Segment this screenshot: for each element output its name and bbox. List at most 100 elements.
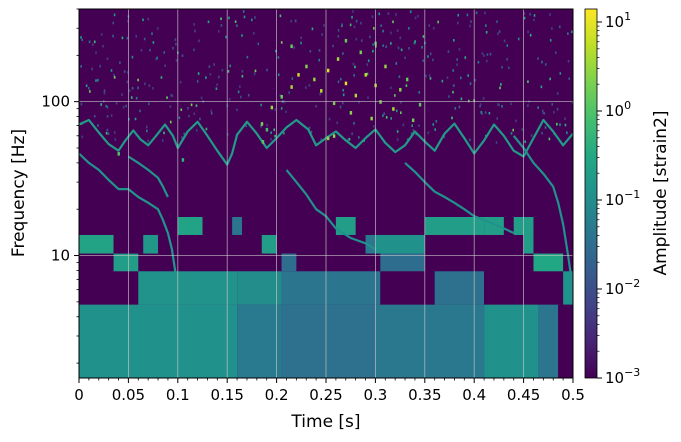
spectrogram-hotspot [349, 111, 353, 115]
speckle-pixel [417, 14, 419, 18]
speckle-pixel [488, 111, 491, 115]
speckle-pixel [254, 16, 256, 19]
speckle-pixel [127, 71, 129, 74]
spectrogram-hotspot [117, 152, 120, 156]
y-axis-title: Frequency [Hz] [9, 129, 29, 257]
speckle-pixel [385, 116, 388, 119]
speckle-pixel [123, 70, 126, 73]
speckle-pixel [485, 24, 487, 27]
speckle-pixel [544, 63, 547, 66]
speckle-pixel [100, 103, 103, 106]
spectrogram-tile [177, 216, 203, 235]
spectrogram-hotspot [406, 77, 409, 82]
speckle-pixel [446, 76, 449, 79]
speckle-pixel [360, 21, 362, 25]
speckle-pixel [558, 25, 561, 29]
speckle-pixel [507, 66, 510, 70]
speckle-pixel [404, 56, 406, 60]
x-tick-label: 0.15 [210, 386, 243, 404]
speckle-pixel [500, 83, 502, 86]
speckle-pixel [166, 96, 168, 99]
spectrogram-ridges [79, 118, 573, 290]
speckle-pixel [469, 82, 472, 85]
spectrogram-ridge [127, 155, 169, 198]
speckle-pixel [395, 109, 398, 113]
speckle-pixel [234, 20, 237, 23]
speckle-pixel [373, 27, 375, 30]
x-tick-label: 0.05 [112, 386, 145, 404]
speckle-pixel [481, 52, 484, 55]
speckle-pixel [242, 10, 245, 13]
speckle-pixel [460, 97, 463, 101]
spectrogram-tile [335, 216, 356, 235]
speckle-pixel [319, 92, 321, 96]
speckle-pixel [119, 61, 121, 64]
speckle-pixel [140, 48, 143, 52]
speckle-pixel [304, 86, 307, 89]
speckle-pixel [456, 58, 458, 61]
speckle-pixel [367, 96, 369, 100]
speckle-pixel [80, 102, 83, 106]
speckle-pixel [412, 129, 415, 132]
spectrogram-hotspot [265, 127, 269, 132]
spectrogram-hotspot [297, 73, 300, 77]
speckle-pixel [181, 54, 184, 57]
speckle-pixel [122, 105, 125, 109]
speckle-pixel [152, 41, 155, 44]
speckle-pixel [515, 119, 517, 123]
speckle-pixel [147, 17, 150, 21]
speckle-pixel [241, 69, 244, 73]
speckle-pixel [246, 55, 249, 59]
speckle-pixel [457, 13, 460, 17]
speckle-pixel [421, 45, 423, 49]
speckle-pixel [135, 96, 138, 100]
speckle-pixel [181, 136, 183, 139]
speckle-pixel [147, 139, 149, 143]
speckle-pixel [373, 125, 375, 128]
speckle-pixel [134, 117, 137, 121]
speckle-pixel [506, 44, 509, 47]
speckle-pixel [453, 38, 455, 42]
speckle-pixel [240, 95, 242, 99]
speckle-pixel [239, 85, 241, 88]
spectrogram-hotspot [344, 38, 348, 43]
speckle-pixel [217, 30, 220, 33]
spectrogram-hotspot [320, 89, 323, 93]
speckle-pixel [228, 16, 230, 20]
spectrogram-tile [281, 253, 297, 272]
speckle-pixel [270, 137, 272, 141]
speckle-pixel [568, 77, 571, 80]
speckle-pixel [556, 107, 559, 111]
speckle-pixel [321, 33, 323, 36]
speckle-pixel [149, 48, 151, 52]
colorbar-ticks: 10−3 10−2 10−1 100 101 [597, 10, 640, 387]
speckle-pixel [456, 63, 458, 67]
speckle-pixel [529, 12, 531, 16]
x-axis: 0 0.05 0.1 0.15 0.2 0.25 0.3 0.35 0.4 0.45 0.5 [74, 378, 585, 404]
speckle-pixel [270, 131, 272, 135]
speckle-pixel [347, 138, 349, 141]
speckle-pixel [130, 96, 133, 99]
speckle-pixel [353, 25, 356, 29]
speckle-pixel [395, 13, 397, 16]
speckle-pixel [135, 35, 138, 38]
speckle-pixel [127, 19, 129, 23]
speckle-pixel [237, 90, 240, 94]
speckle-pixel [100, 33, 103, 36]
speckle-pixel [225, 35, 227, 39]
speckle-pixel [529, 33, 532, 37]
speckle-pixel [247, 93, 250, 97]
speckle-pixel [145, 125, 148, 129]
speckle-pixel [210, 109, 213, 113]
spectrogram-tile [538, 304, 559, 378]
speckle-pixel [435, 119, 438, 123]
speckle-pixel [460, 76, 462, 80]
speckle-pixel [207, 20, 210, 24]
speckle-pixel [390, 42, 392, 45]
speckle-pixel [318, 49, 321, 52]
speckle-pixel [544, 126, 547, 129]
speckle-pixel [106, 105, 109, 109]
speckle-pixel [180, 108, 183, 112]
speckle-pixel [80, 36, 82, 39]
speckle-pixel [195, 104, 198, 107]
